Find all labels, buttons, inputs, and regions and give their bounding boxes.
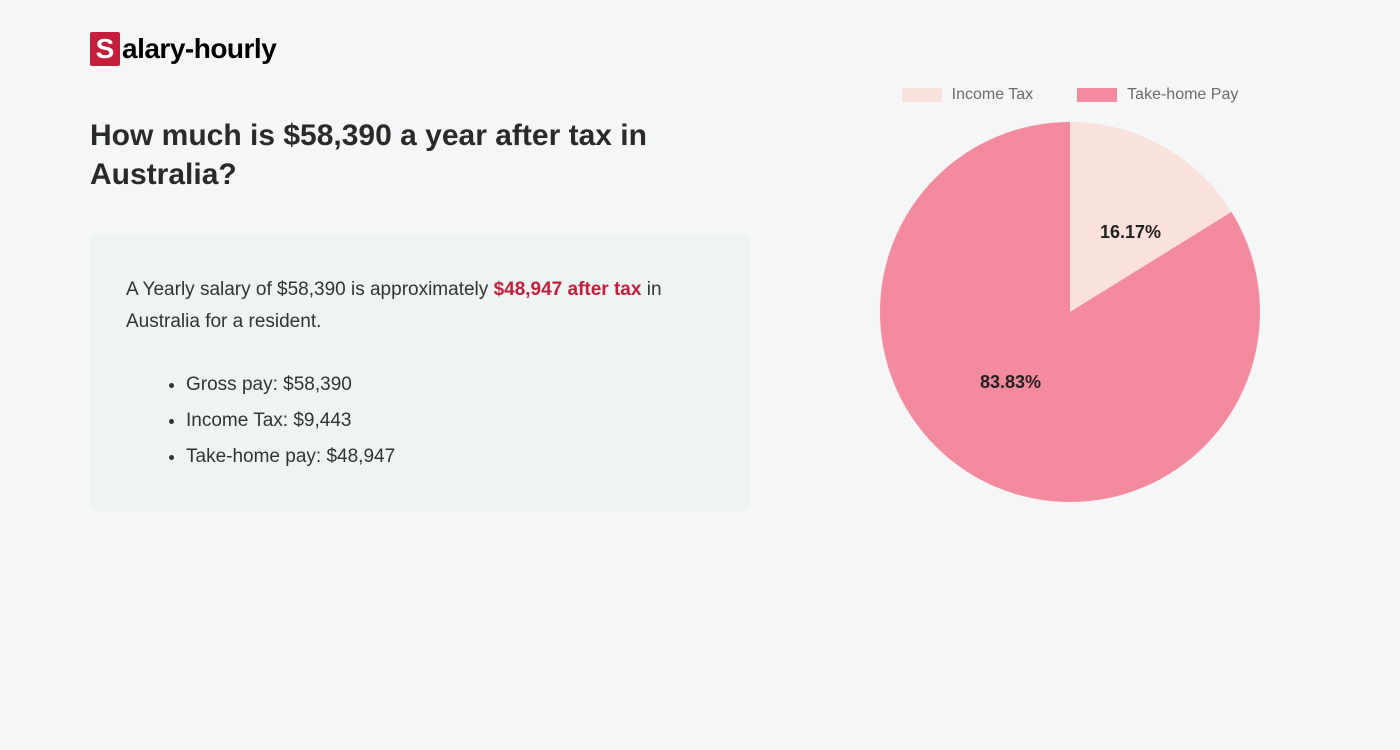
legend-swatch <box>1077 88 1117 102</box>
logo-initial: S <box>90 32 120 66</box>
pie-slice-label: 83.83% <box>980 372 1041 393</box>
detail-item: Gross pay: $58,390 <box>186 367 714 403</box>
pie-slice-label: 16.17% <box>1100 222 1161 243</box>
details-list: Gross pay: $58,390 Income Tax: $9,443 Ta… <box>126 367 714 475</box>
site-logo: S alary-hourly <box>90 32 1310 66</box>
summary-text: A Yearly salary of $58,390 is approximat… <box>126 274 714 339</box>
summary-box: A Yearly salary of $58,390 is approximat… <box>90 234 750 511</box>
summary-prefix: A Yearly salary of $58,390 is approximat… <box>126 279 494 300</box>
legend-label: Income Tax <box>952 86 1034 104</box>
detail-item: Take-home pay: $48,947 <box>186 439 714 475</box>
page-heading: How much is $58,390 a year after tax in … <box>90 116 750 194</box>
summary-highlight: $48,947 after tax <box>494 279 642 300</box>
legend-label: Take-home Pay <box>1127 86 1238 104</box>
pie-graphic <box>880 122 1260 502</box>
chart-column: Income Tax Take-home Pay 16.17% 83.83% <box>830 86 1310 511</box>
content-column: How much is $58,390 a year after tax in … <box>90 116 750 511</box>
chart-legend: Income Tax Take-home Pay <box>902 86 1239 104</box>
logo-text: alary-hourly <box>122 33 276 65</box>
legend-swatch <box>902 88 942 102</box>
legend-item-take-home: Take-home Pay <box>1077 86 1238 104</box>
legend-item-income-tax: Income Tax <box>902 86 1034 104</box>
pie-chart: 16.17% 83.83% <box>880 122 1260 502</box>
detail-item: Income Tax: $9,443 <box>186 403 714 439</box>
